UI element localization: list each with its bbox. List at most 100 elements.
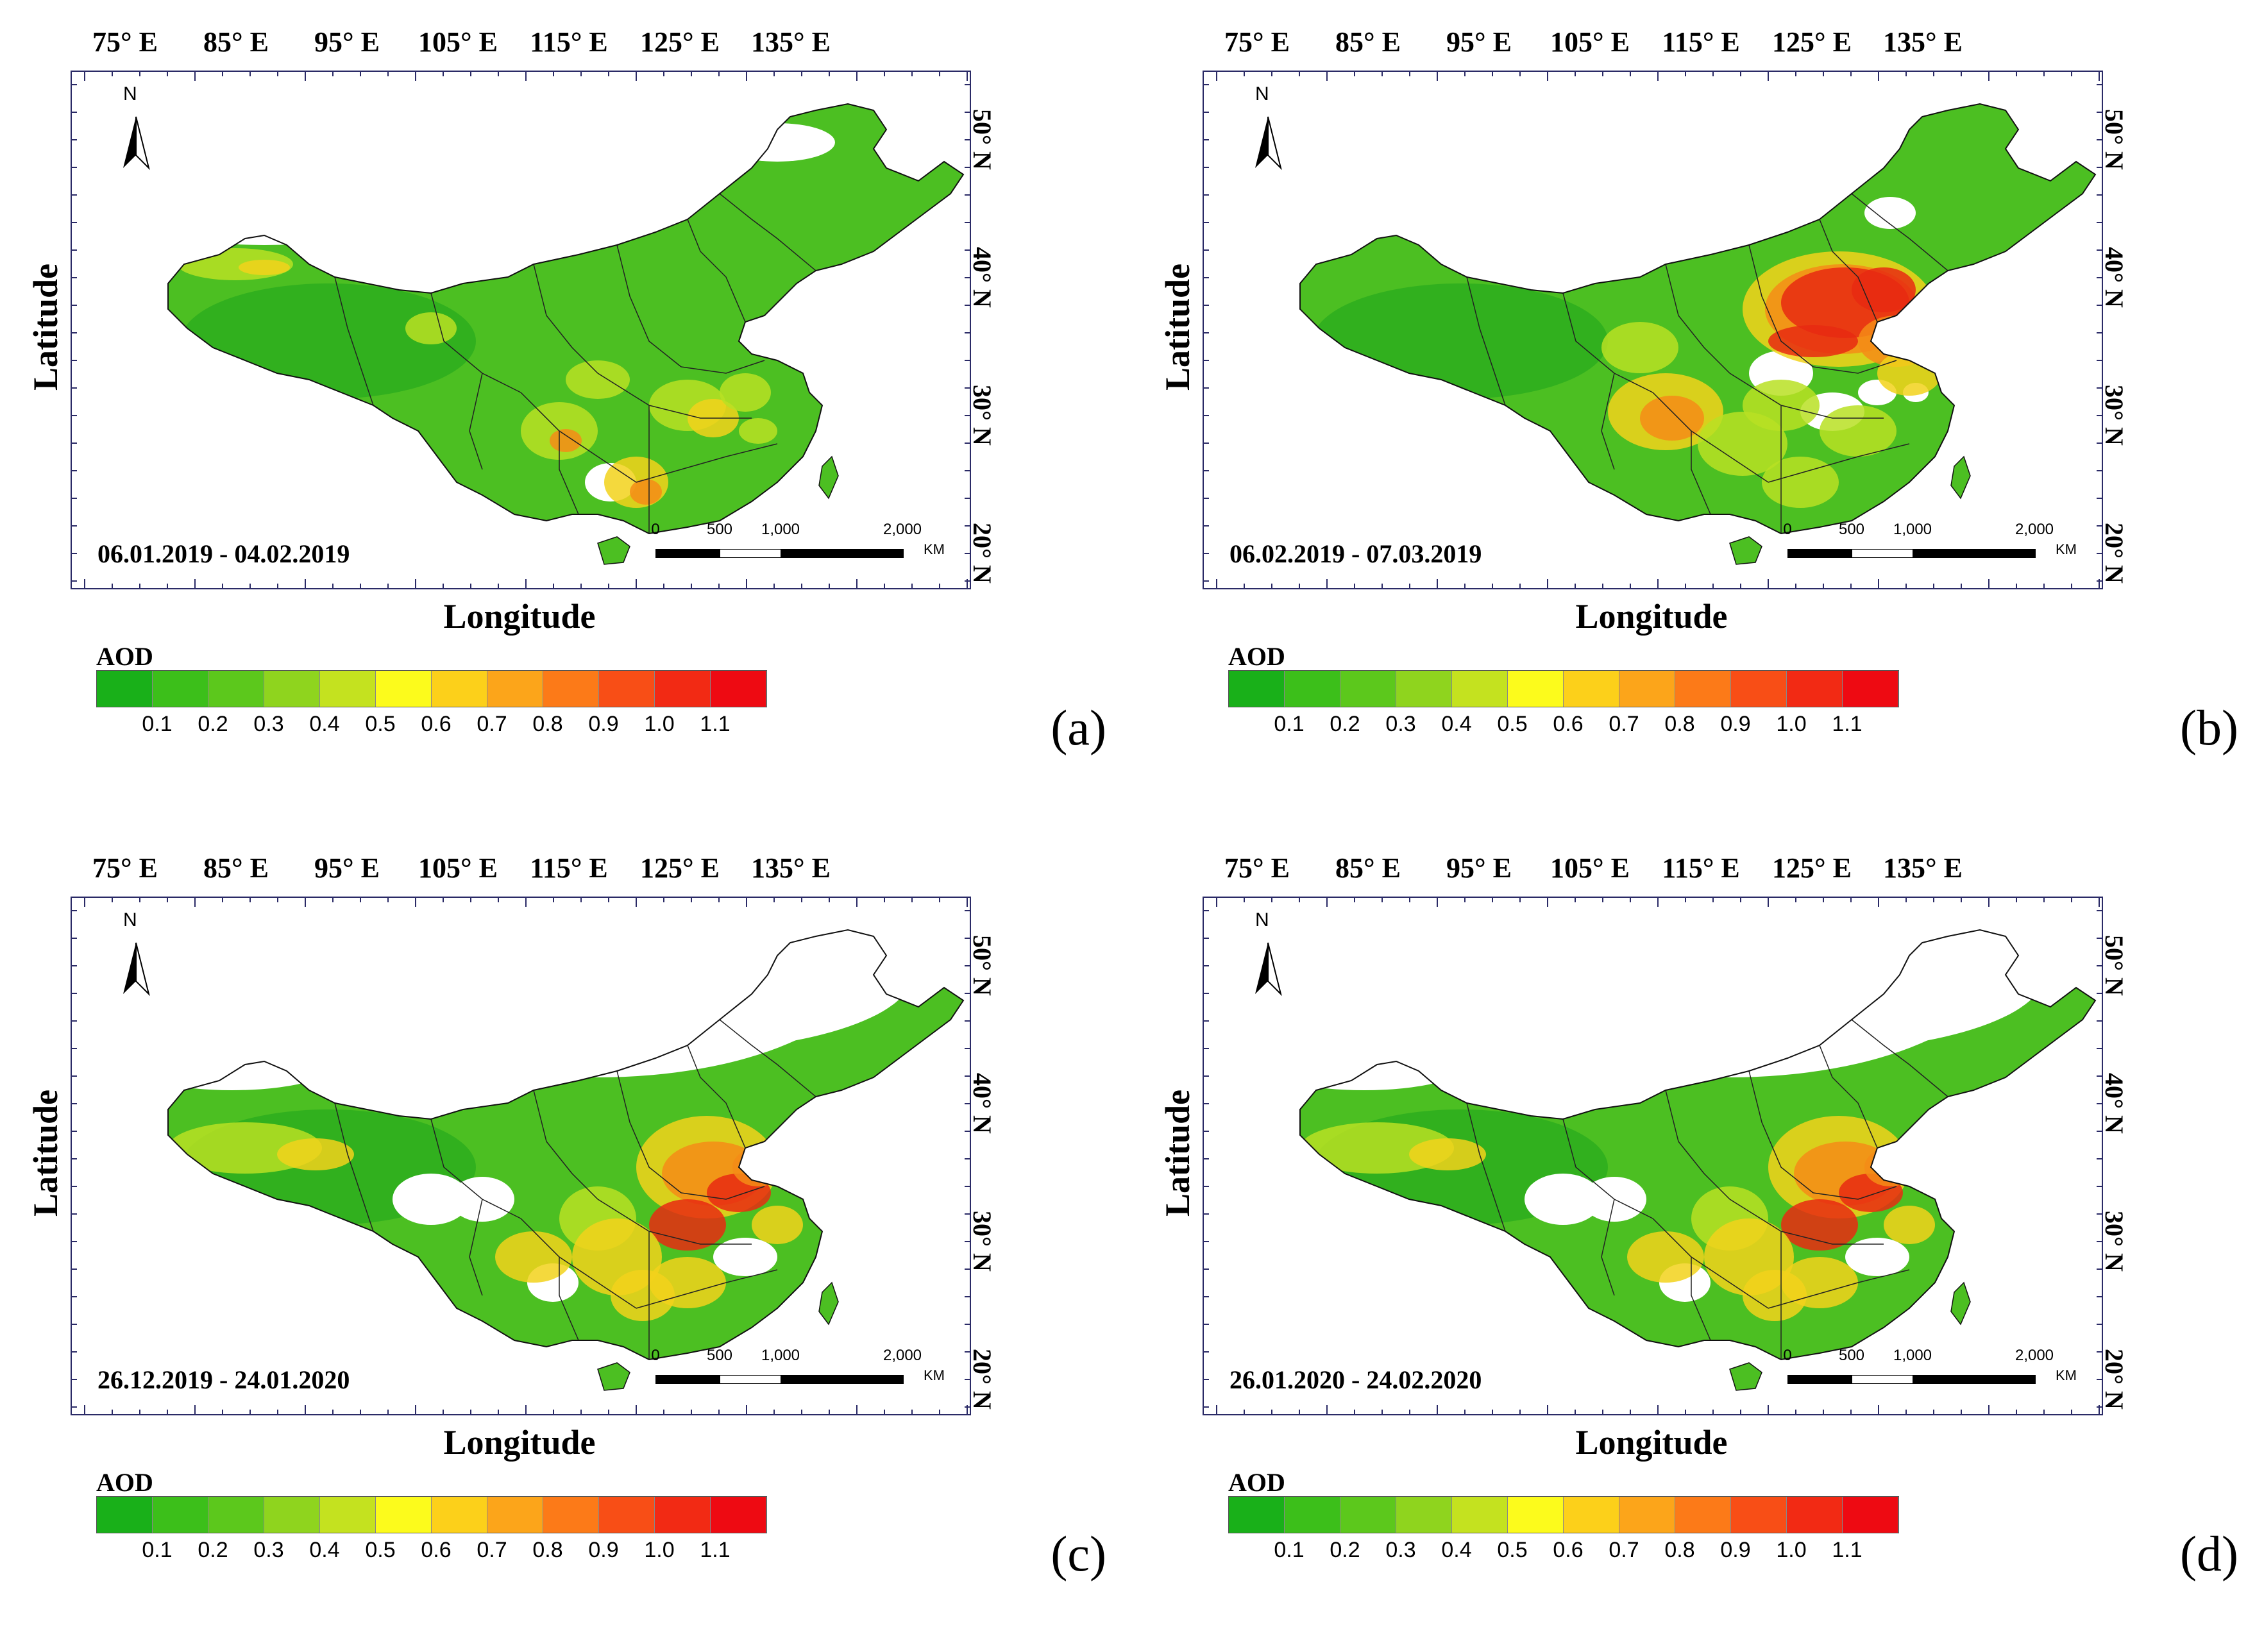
longitude-tick-label: 75° E	[92, 852, 158, 884]
latitude-tick-label: 30° N	[968, 385, 997, 446]
longitude-tick-label: 105° E	[1550, 26, 1630, 58]
legend-swatch	[376, 671, 432, 707]
province-boundary	[1466, 1102, 1506, 1232]
panel-letter: (c)	[1051, 1526, 1106, 1581]
north-arrow-icon	[123, 942, 150, 997]
legend-tick-label: 0.6	[1553, 712, 1584, 736]
longitude-tick-label: 85° E	[1335, 26, 1401, 58]
legend-tick-label: 0.8	[532, 712, 563, 736]
province-boundary	[1665, 1090, 1730, 1200]
legend-swatch	[1564, 1497, 1619, 1533]
province-boundary	[1665, 264, 1730, 374]
panel-letter: (d)	[2180, 1526, 2238, 1581]
legend-tick-label: 1.1	[1832, 712, 1863, 736]
map-panel: 75° E 85° E 95° E 105° E 115° E 125° E 135° E 5…	[1132, 0, 2264, 826]
legend-swatch	[97, 1497, 153, 1533]
latitude-tick-label: 40° N	[968, 247, 997, 308]
aod-hotspot	[1820, 405, 1897, 457]
province-boundary	[334, 276, 374, 406]
province-boundary	[1691, 1257, 1711, 1341]
scale-unit: KM	[924, 541, 945, 557]
longitude-tick-label: 125° E	[640, 26, 720, 58]
date-range-label: 26.12.2019 - 24.01.2020	[97, 1365, 350, 1394]
legend-tick-label: 1.0	[644, 712, 675, 736]
scale-bar: 0 500 1,000 2,000 KM	[1783, 1347, 2077, 1398]
plateau-region	[1313, 283, 1608, 399]
province-boundary	[1466, 276, 1506, 406]
province-boundary	[1768, 443, 1910, 483]
legend-tick-label: 0.6	[421, 1538, 452, 1562]
no-data-patch	[636, 149, 739, 187]
longitude-tick-label: 125° E	[640, 852, 720, 884]
x-axis-title: Longitude	[1575, 597, 1728, 636]
province-boundary	[559, 431, 579, 515]
scale-segment	[781, 549, 904, 558]
legend-tick-label: 0.4	[309, 1538, 340, 1562]
color-legend	[96, 670, 767, 707]
legend-swatch	[1787, 1497, 1843, 1533]
no-data-patch	[1300, 962, 1576, 1077]
province-boundary	[520, 1218, 637, 1309]
province-boundary	[520, 392, 637, 483]
province-boundary	[1729, 373, 1884, 419]
scale-segment	[1787, 1375, 1853, 1384]
map-panel: 75° E 85° E 95° E 105° E 115° E 125° E 135° E 5…	[0, 826, 1132, 1652]
latitude-tick-label: 50° N	[2100, 109, 2129, 170]
legend-swatch	[1396, 671, 1452, 707]
aod-hotspot	[1781, 1257, 1858, 1308]
province-boundary	[616, 1070, 682, 1193]
panel-letter: (b)	[2180, 700, 2238, 755]
map-frame: N 0 500 1,000 2,000 KM 26.01.2020 - 24.02.2020	[1203, 897, 2103, 1415]
province-boundary	[1812, 1186, 1897, 1200]
aod-map	[1204, 72, 2102, 588]
aod-hotspot	[1601, 322, 1678, 373]
scale-segment	[720, 549, 782, 558]
legend-tick-label: 0.9	[588, 1538, 619, 1562]
province-boundary	[616, 244, 682, 367]
latitude-tick-label: 50° N	[968, 935, 997, 996]
legend-swatch	[599, 1497, 655, 1533]
scale-segment	[720, 1375, 782, 1384]
north-arrow-icon	[1255, 116, 1282, 171]
province-boundary	[1652, 1218, 1769, 1309]
longitude-tick-label: 115° E	[530, 852, 608, 884]
province-boundary	[1601, 373, 1615, 470]
map-panel: 75° E 85° E 95° E 105° E 115° E 125° E 135° E 5…	[1132, 826, 2264, 1652]
legend-swatch	[1787, 671, 1843, 707]
legend-tick-label: 0.5	[365, 1538, 396, 1562]
no-data-patch	[168, 190, 264, 223]
province-boundary	[719, 193, 816, 271]
legend-swatch	[1285, 671, 1340, 707]
scale-bar: 0 500 1,000 2,000 KM	[651, 1347, 945, 1398]
legend-swatch	[1508, 671, 1564, 707]
legend-tick-label: 0.5	[365, 712, 396, 736]
scale-segment	[1913, 1375, 2036, 1384]
longitude-tick-label: 85° E	[1335, 852, 1401, 884]
legend-swatch	[432, 671, 487, 707]
legend-tick-label: 0.9	[1720, 1538, 1751, 1562]
province-boundary	[1601, 1199, 1615, 1296]
scale-label: 1,000	[761, 1347, 800, 1364]
latitude-tick-label: 30° N	[968, 1211, 997, 1272]
longitude-tick-label: 105° E	[418, 26, 498, 58]
legend-tick-label: 0.6	[1553, 1538, 1584, 1562]
province-boundary	[680, 360, 765, 374]
island-taiwan	[1950, 455, 1971, 500]
map-panel: 75° E 85° E 95° E 105° E 115° E 125° E 135° E 5…	[0, 0, 1132, 826]
aod-hotspot	[1884, 1206, 1935, 1244]
scale-label: 0	[651, 1347, 660, 1364]
north-label: N	[1255, 909, 1269, 931]
province-boundary	[1691, 431, 1711, 515]
legend-swatch	[432, 1497, 487, 1533]
legend-tick-label: 1.0	[1776, 1538, 1807, 1562]
legend-swatch	[1731, 1497, 1787, 1533]
legend-tick-label: 1.1	[700, 712, 731, 736]
latitude-tick-label: 20° N	[968, 1349, 997, 1410]
panel-letter: (a)	[1051, 700, 1106, 755]
aod-hotspot	[1781, 1199, 1858, 1251]
scale-unit: KM	[924, 1367, 945, 1383]
island-hainan	[1729, 1362, 1762, 1391]
aod-hotspot	[649, 1199, 726, 1251]
scale-segment	[1913, 549, 2036, 558]
date-range-label: 26.01.2020 - 24.02.2020	[1229, 1365, 1482, 1394]
